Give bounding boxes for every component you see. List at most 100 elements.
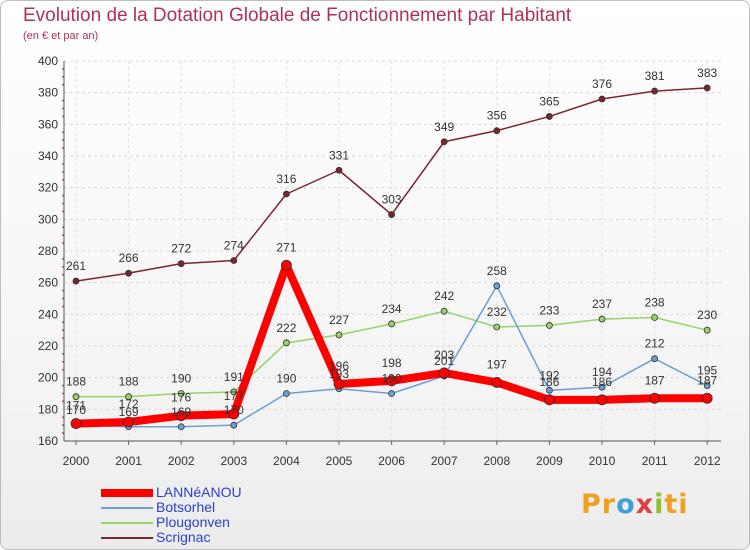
legend-swatch	[101, 506, 153, 509]
y-tick-label: 220	[38, 339, 58, 353]
x-tick-label: 2010	[589, 454, 616, 468]
x-tick-label: 2001	[115, 454, 142, 468]
x-tick-label: 2004	[273, 454, 300, 468]
data-point	[491, 377, 503, 388]
data-point	[546, 113, 553, 120]
data-point	[493, 323, 501, 331]
data-label: 196	[329, 359, 349, 373]
data-point	[546, 386, 553, 394]
data-point	[125, 393, 132, 401]
x-tick-label: 2000	[63, 454, 90, 468]
data-label: 272	[171, 242, 191, 256]
data-point	[123, 416, 134, 428]
data-label: 170	[224, 403, 244, 417]
data-point	[177, 260, 185, 268]
data-point	[651, 87, 658, 95]
data-point	[701, 392, 713, 404]
y-tick-label: 320	[38, 181, 58, 195]
data-label: 186	[539, 375, 559, 389]
data-point	[125, 269, 132, 277]
data-point	[703, 84, 711, 92]
data-label: 194	[592, 365, 612, 379]
data-point	[598, 315, 606, 323]
x-tick-label: 2009	[536, 454, 563, 468]
data-label: 238	[645, 296, 665, 310]
data-point	[282, 339, 290, 347]
data-point	[230, 257, 238, 264]
data-point	[544, 394, 555, 406]
x-tick-label: 2005	[326, 454, 353, 468]
data-label: 331	[329, 148, 349, 162]
data-point	[228, 408, 240, 420]
data-point	[388, 211, 396, 218]
y-tick-label: 240	[38, 307, 58, 321]
data-label: 187	[645, 373, 665, 387]
x-tick-label: 2007	[431, 454, 458, 468]
data-label: 266	[119, 251, 139, 265]
data-point	[596, 394, 608, 406]
data-label: 190	[171, 372, 191, 386]
data-label: 187	[697, 373, 717, 387]
legend-swatch	[101, 521, 153, 524]
legend-label: Scrignac	[156, 529, 211, 545]
legend-label: LANNéANOU	[156, 484, 242, 500]
data-label: 186	[592, 375, 612, 389]
data-point	[177, 423, 185, 431]
data-point	[440, 307, 448, 315]
data-label: 232	[487, 305, 507, 319]
chart-subtitle: (en € et par an)	[23, 30, 99, 42]
y-tick-label: 200	[38, 371, 58, 385]
data-label: 222	[276, 321, 296, 335]
data-label: 381	[645, 69, 665, 83]
data-label: 227	[329, 313, 349, 327]
data-label: 197	[487, 357, 507, 371]
data-label: 177	[224, 389, 244, 403]
data-point	[388, 320, 396, 328]
data-label: 230	[697, 308, 717, 322]
data-point	[230, 388, 238, 396]
data-point	[386, 375, 398, 387]
legend-label: Plougonven	[156, 514, 230, 530]
data-label: 169	[119, 405, 139, 419]
data-point	[598, 95, 606, 103]
data-point	[440, 138, 448, 146]
data-label: 383	[697, 66, 717, 80]
axes: 160 180 200 220 240 260 280 300 320 340 360 380 400 2…	[38, 54, 721, 468]
y-tick-label: 260	[38, 276, 58, 290]
data-label: 316	[276, 172, 296, 186]
data-point	[175, 410, 187, 422]
y-tick-label: 180	[38, 402, 58, 416]
data-point	[651, 355, 658, 363]
data-label: 191	[224, 370, 244, 384]
series-layer	[70, 84, 713, 431]
data-point	[335, 166, 343, 174]
x-tick-label: 2002	[168, 454, 195, 468]
data-label: 274	[224, 239, 244, 253]
data-point	[282, 390, 290, 397]
legend-label: Botsorhel	[156, 499, 216, 515]
data-point	[282, 190, 290, 198]
data-label: 195	[697, 364, 717, 378]
x-tick-label: 2008	[483, 454, 510, 468]
data-label: 356	[487, 109, 507, 123]
chart-title: Evolution de la Dotation Globale de Fonc…	[23, 5, 572, 26]
data-label: 242	[434, 289, 454, 303]
y-tick-label: 340	[38, 149, 58, 163]
grid	[64, 60, 721, 442]
data-point	[546, 322, 553, 329]
x-tick-label: 2006	[378, 454, 405, 468]
data-label: 261	[66, 259, 86, 273]
data-point	[280, 259, 292, 271]
x-tick-label: 2012	[694, 454, 721, 468]
data-point	[703, 382, 711, 389]
data-label: 171	[66, 399, 86, 413]
data-label: 172	[119, 397, 139, 411]
data-label: 237	[592, 297, 612, 311]
data-label: 212	[645, 337, 665, 351]
y-tick-label: 400	[38, 54, 58, 68]
data-point	[335, 331, 343, 339]
proxiti-logo: Proxiti	[581, 489, 689, 520]
data-point	[493, 282, 501, 290]
